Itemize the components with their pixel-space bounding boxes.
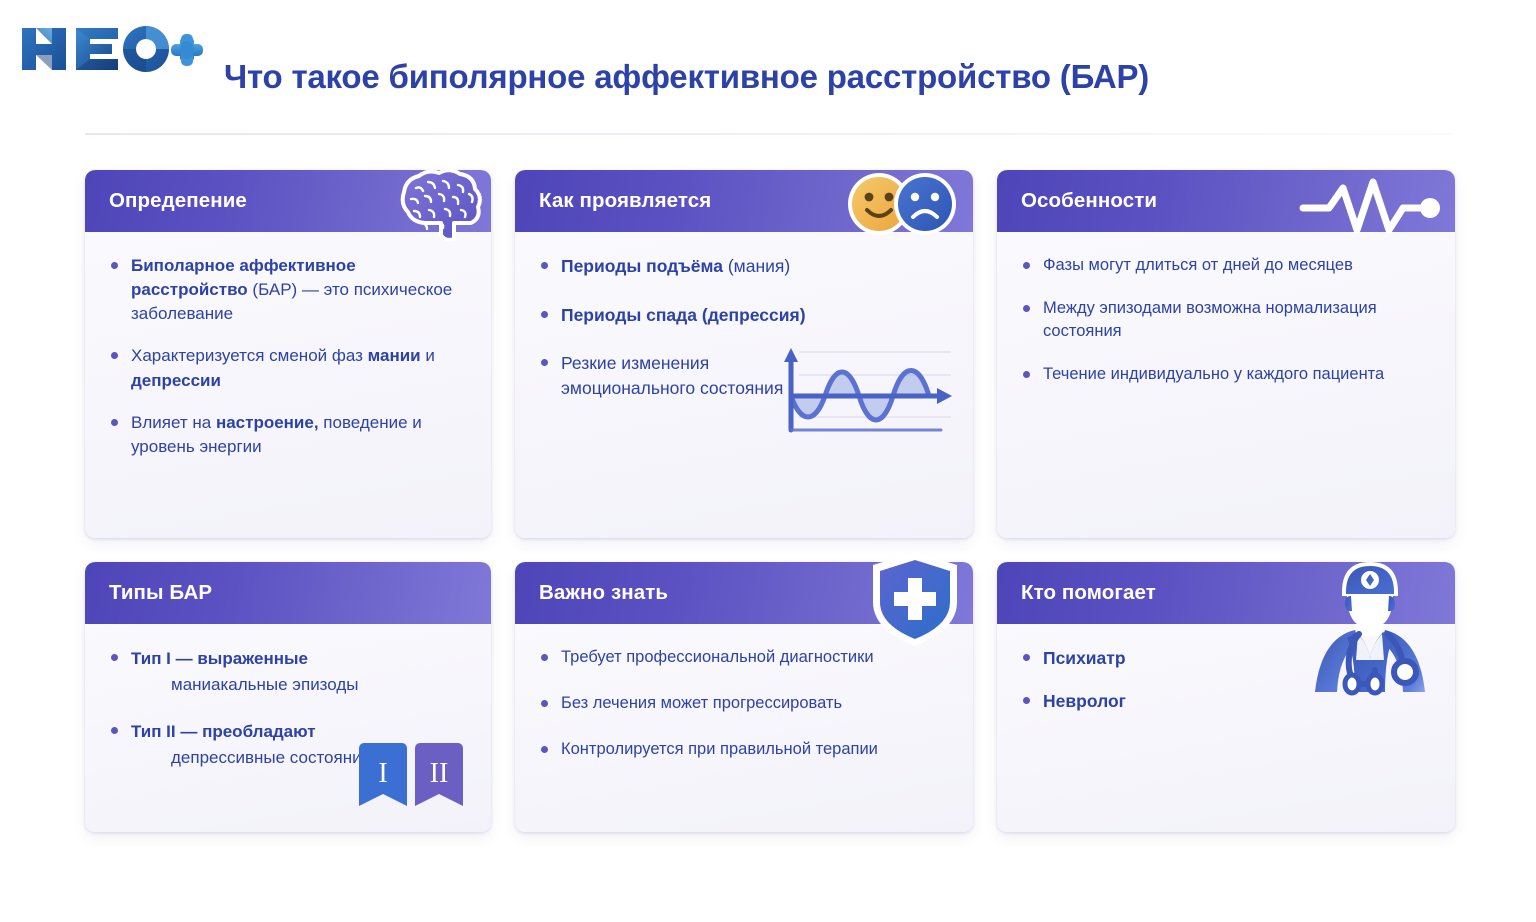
list-item: Между эпизодами возможна нормализация со… bbox=[1021, 297, 1431, 343]
badge-label-one: I bbox=[378, 758, 387, 789]
card-body-who-helps: Психиатр Невролог bbox=[997, 624, 1455, 832]
bullet-plain: Требует профессиональной диагностики bbox=[561, 648, 874, 666]
card-title-types: Типы БАР bbox=[109, 581, 213, 604]
list-item: Влияет на настроение, поведение и уровен… bbox=[109, 411, 461, 459]
bullet-plain: Без лечения может прогрессировать bbox=[561, 694, 843, 713]
page-header: Что такое биполярное аффективное расстро… bbox=[0, 0, 1536, 135]
list-item: Биполарное аффективное расстройство (БАР… bbox=[109, 254, 461, 326]
card-body-manifestation: Периоды подъёма (мания) Периоды спада (д… bbox=[515, 232, 973, 538]
badge-label-two: II bbox=[430, 758, 449, 789]
list-item: Тип I — выраженные маниакальные эпизоды bbox=[109, 646, 467, 697]
bullet-strong: Периоды подъёма bbox=[561, 256, 723, 276]
type-badges: I II bbox=[357, 742, 465, 808]
card-body-types: Тип I — выраженные маниакальные эпизоды … bbox=[85, 624, 491, 832]
bullet-strong: Периоды спада (депрессия) bbox=[561, 304, 806, 325]
card-title-important: Важно знать bbox=[539, 581, 669, 604]
bullet-list-important: Требует профессиональной диагностики Без… bbox=[539, 646, 949, 761]
card-types: Типы БАР Тип I — выраженные маниакальные… bbox=[85, 562, 491, 832]
page-title: Что такое биполярное аффективное расстро… bbox=[224, 58, 1150, 95]
title-divider bbox=[85, 133, 1453, 135]
card-important: Важно знать Требует профессиональной диа… bbox=[515, 552, 973, 832]
card-title-who-helps: Кто помогает bbox=[1021, 581, 1156, 604]
bullet-plain: Между эпизодами возможна нормализация со… bbox=[1043, 299, 1377, 341]
card-title-definition: Опредепение bbox=[109, 189, 247, 212]
bullet-strong: Биполарное аффективное расстройство bbox=[131, 256, 356, 300]
list-item: Тип II — преобладают депрессивные состоя… bbox=[109, 719, 467, 770]
card-who-helps: Кто помогает bbox=[997, 562, 1455, 832]
card-features: Особенности Фазы могут длиться от дней д… bbox=[997, 170, 1455, 538]
bullet-plain: Течение индивидуально у каждого пациента bbox=[1043, 365, 1385, 384]
card-body-important: Требует профессиональной диагностики Без… bbox=[515, 624, 973, 832]
bullet-strong-2: депрессии bbox=[131, 370, 221, 390]
list-item: Психиатр bbox=[1021, 646, 1431, 671]
bullet-strong: мании bbox=[367, 346, 421, 366]
bullet-list-who-helps: Психиатр Невролог bbox=[1021, 646, 1431, 713]
mood-wave-chart bbox=[773, 338, 959, 438]
bullet-strong: Тип I — выраженные bbox=[131, 649, 308, 668]
bullet-list-features: Фазы могут длиться от дней до месяцев Ме… bbox=[1021, 254, 1431, 386]
bullet-rest: (мания) bbox=[722, 256, 791, 276]
card-clip bbox=[85, 562, 491, 832]
list-item: Требует профессиональной диагностики bbox=[539, 646, 949, 669]
bullet-subline: депрессивные состояния bbox=[171, 747, 371, 767]
heo-plus-logo bbox=[18, 20, 203, 78]
card-title-features: Особенности bbox=[1021, 189, 1158, 212]
bullet-rest: поведение и уровень энергии bbox=[131, 412, 422, 456]
card-title-manifestation: Как проявляется bbox=[539, 189, 712, 212]
bullet-strong: Психиатр bbox=[1043, 648, 1126, 668]
bullet-plain: Контролируется при правильной терапии bbox=[561, 740, 878, 759]
list-item: Периоды спада (депрессия) bbox=[539, 303, 839, 328]
card-body-features: Фазы могут длиться от дней до месяцев Ме… bbox=[997, 232, 1455, 538]
list-item: Невролог bbox=[1021, 689, 1431, 714]
list-item: Без лечения может прогрессировать bbox=[539, 692, 949, 715]
card-definition: Опредепение bbox=[85, 168, 491, 538]
bullet-plain: Резкие изменения эмоционального состояни… bbox=[561, 353, 784, 398]
list-item: Течение индивидуально у каждого пациента bbox=[1021, 363, 1431, 386]
bullet-list-manifestation: Периоды подъёма (мания) Периоды спада (д… bbox=[539, 254, 949, 400]
bullet-list-definition: Биполарное аффективное расстройство (БАР… bbox=[109, 254, 467, 459]
list-item: Характеризуется сменой фаз мании и депре… bbox=[109, 344, 461, 392]
bullet-plain: Фазы могут длиться от дней до месяцев bbox=[1043, 256, 1353, 274]
card-grid: Опредепение bbox=[85, 168, 1455, 832]
bullet-strong: настроение, bbox=[215, 412, 319, 432]
bullet-strong: Невролог bbox=[1043, 690, 1126, 711]
list-item: Контролируется при правильной терапии bbox=[539, 738, 949, 761]
bullet-lead: Влияет на bbox=[131, 412, 216, 432]
card-header-types bbox=[85, 562, 491, 624]
bullet-rest: (БАР) — это психическое заболевание bbox=[131, 280, 453, 324]
bullet-list-types: Тип I — выраженные маниакальные эпизоды … bbox=[109, 646, 467, 770]
bullet-strong: Тип II — преобладают bbox=[131, 722, 316, 741]
bullet-mid: и bbox=[420, 346, 435, 366]
card-body-definition: Биполарное аффективное расстройство (БАР… bbox=[85, 232, 491, 538]
list-item: Резкие изменения эмоционального состояни… bbox=[539, 351, 839, 400]
bullet-lead: Характеризуется сменой фаз bbox=[131, 346, 368, 366]
card-manifestation: Как проявляется bbox=[515, 170, 973, 538]
bullet-subline: маниакальные эпизоды bbox=[171, 674, 359, 694]
list-item: Фазы могут длиться от дней до месяцев bbox=[1021, 254, 1431, 277]
list-item: Периоды подъёма (мания) bbox=[539, 254, 839, 279]
